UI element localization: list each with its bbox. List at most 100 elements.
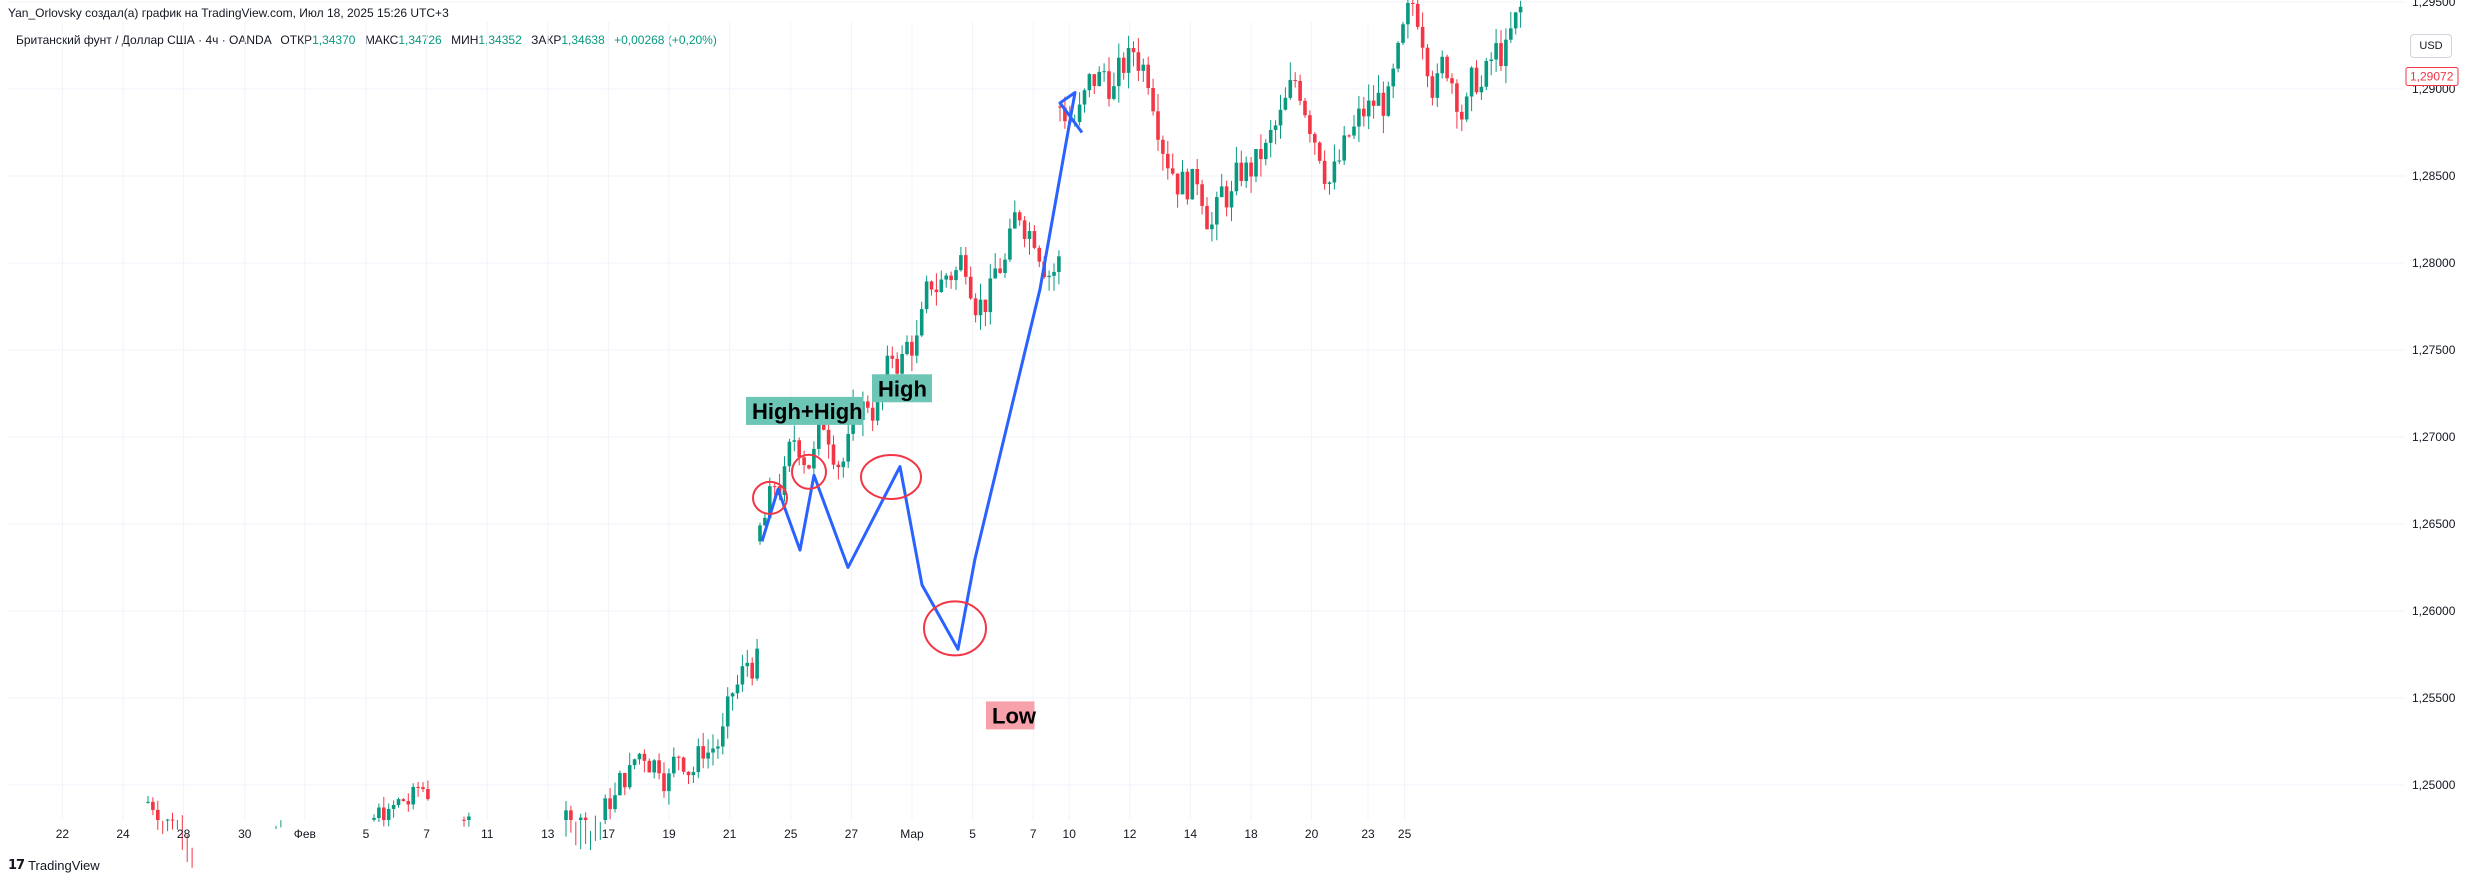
candle-body bbox=[944, 275, 948, 280]
tradingview-brand[interactable]: 𝟭𝟳 TradingView bbox=[8, 857, 100, 873]
candle-body bbox=[608, 798, 612, 810]
candle-body bbox=[401, 799, 406, 802]
candle-body bbox=[618, 773, 622, 796]
candle-body bbox=[1347, 135, 1351, 137]
candle-body bbox=[1077, 104, 1082, 123]
candle-body bbox=[1141, 64, 1146, 71]
x-tick-label: 7 bbox=[423, 827, 430, 841]
x-tick-label: 18 bbox=[1244, 827, 1258, 841]
y-tick-label: 1,25500 bbox=[2412, 691, 2456, 705]
time-axis[interactable]: 22 24 28 30 Фев 5 7 11 13 17 19 21 25 27 Мар 5 7 10 12 14 18… bbox=[56, 827, 1412, 841]
candle-body bbox=[662, 773, 666, 792]
y-tick-label: 1,28000 bbox=[2412, 256, 2456, 270]
candle-body bbox=[1474, 67, 1479, 93]
x-tick-label: 10 bbox=[1063, 827, 1077, 841]
open-label: ОТКР bbox=[280, 33, 313, 47]
candle-body bbox=[730, 693, 735, 697]
candle-body bbox=[1058, 106, 1062, 108]
x-tick-label: 19 bbox=[662, 827, 676, 841]
currency-unit-button[interactable]: USD bbox=[2410, 34, 2452, 58]
candle-body bbox=[372, 817, 376, 820]
candle-body bbox=[772, 486, 777, 488]
candle-body bbox=[1273, 125, 1278, 130]
candle-body bbox=[740, 666, 745, 685]
candle-body bbox=[978, 299, 983, 316]
candle-body bbox=[1057, 256, 1061, 272]
candle-body bbox=[1082, 90, 1087, 105]
candle-body bbox=[716, 746, 720, 749]
candle-body bbox=[735, 684, 740, 694]
candle-body bbox=[1224, 186, 1229, 208]
candle-body bbox=[1234, 162, 1239, 192]
candle-body bbox=[768, 486, 772, 518]
candle-body bbox=[1107, 71, 1111, 99]
candle-body bbox=[802, 457, 806, 466]
candle-body bbox=[964, 255, 968, 277]
candle-body bbox=[1313, 134, 1317, 143]
candle-body bbox=[1087, 74, 1092, 91]
x-tick-label: 21 bbox=[723, 827, 737, 841]
candle-body bbox=[1003, 259, 1007, 273]
x-tick-label: 30 bbox=[238, 827, 252, 841]
candle-body bbox=[1303, 100, 1307, 116]
candle-body bbox=[792, 440, 797, 442]
highlight-circle bbox=[860, 454, 922, 501]
candle-body bbox=[750, 662, 754, 679]
candle-body bbox=[725, 696, 730, 727]
candle-body bbox=[1190, 168, 1195, 200]
candle-body bbox=[905, 341, 909, 355]
candle-body bbox=[1175, 173, 1180, 195]
y-tick-label: 1,26000 bbox=[2412, 604, 2456, 618]
candle-body bbox=[1381, 92, 1386, 116]
candle-body bbox=[1264, 142, 1268, 160]
candle-body bbox=[623, 773, 627, 788]
candle-body bbox=[416, 786, 420, 788]
x-tick-label: Фев bbox=[294, 827, 316, 841]
last-price-label: 1,29072 bbox=[2405, 66, 2459, 86]
candle-body bbox=[1455, 83, 1459, 112]
candle-body bbox=[632, 759, 637, 766]
candle-body bbox=[1450, 78, 1454, 84]
candle-body bbox=[968, 276, 973, 299]
candle-body bbox=[959, 255, 963, 271]
candle-body bbox=[836, 464, 841, 468]
x-tick-label: 28 bbox=[177, 827, 191, 841]
candle-body bbox=[1430, 76, 1435, 98]
price-axis[interactable]: 1,25000 1,25500 1,26000 1,26500 1,27000 1,275… bbox=[2412, 0, 2456, 792]
candle-body bbox=[1308, 115, 1312, 135]
candle-body bbox=[1460, 111, 1464, 120]
candle-body bbox=[391, 805, 396, 809]
x-tick-label: 17 bbox=[602, 827, 616, 841]
candle-body bbox=[1464, 96, 1469, 120]
candle-body bbox=[1166, 153, 1170, 169]
candle-body bbox=[939, 279, 944, 293]
high-label: МАКС bbox=[364, 33, 399, 47]
candle-body bbox=[1499, 43, 1503, 66]
candle-body bbox=[1146, 64, 1150, 88]
annotation-bg bbox=[746, 396, 864, 425]
candle-body bbox=[151, 801, 155, 810]
candle-body bbox=[637, 753, 642, 760]
candle-body bbox=[642, 753, 647, 761]
y-tick-label: 1,28500 bbox=[2412, 169, 2456, 183]
candle-body bbox=[701, 746, 705, 759]
candle-body bbox=[1249, 162, 1253, 177]
candle-body bbox=[1504, 39, 1508, 66]
candle-body bbox=[787, 441, 792, 467]
candle-body bbox=[377, 807, 381, 818]
candle-body bbox=[1440, 56, 1444, 74]
x-tick-label: 5 bbox=[363, 827, 370, 841]
candle-body bbox=[406, 801, 411, 805]
symbol-title[interactable]: Британский фунт / Доллар США · 4ч · OAND… bbox=[16, 33, 272, 47]
circles-group bbox=[752, 453, 987, 657]
low-value: 1,34352 bbox=[478, 33, 522, 47]
candle-body bbox=[988, 278, 993, 313]
candle-body bbox=[841, 461, 846, 468]
highlight-circle bbox=[752, 480, 788, 515]
candle-body bbox=[1386, 86, 1391, 116]
candle-body bbox=[411, 786, 415, 805]
candle-body bbox=[1112, 86, 1116, 99]
candle-body bbox=[1170, 168, 1175, 174]
chart-grid bbox=[8, 1, 2405, 820]
